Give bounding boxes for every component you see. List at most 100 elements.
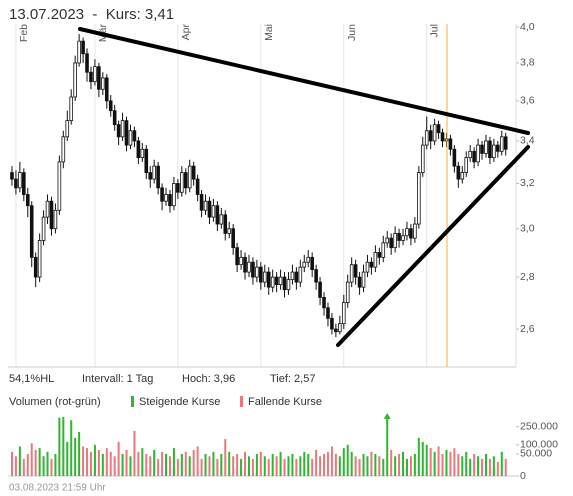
candle-body [405,228,409,237]
candle-body [22,172,26,195]
candle-body [290,271,295,280]
volume-bar [125,449,128,476]
volume-bar [168,456,171,476]
candle-body [476,144,480,163]
candle-body [191,165,196,180]
candle-body [144,148,149,173]
volume-bar [220,453,223,476]
candle-body [219,214,224,225]
y-tick-label: 3,4 [520,135,535,147]
y-tick-label: 3,8 [520,57,535,69]
candle-body [282,276,287,291]
volume-bar [74,437,77,476]
candle-body [152,165,156,180]
volume-bar [421,441,424,476]
volume-bar [319,456,322,476]
volume-bar [172,448,175,476]
volume-bar [263,456,266,476]
volume-bar [216,458,219,476]
candle-body [389,237,393,249]
candle-body [349,264,354,283]
candle-body [456,165,461,180]
volume-bar [283,458,286,476]
y-tick-label: 3,6 [520,95,535,107]
volume-bar [433,451,436,476]
volume-bar [330,446,333,476]
candle-body [120,120,125,138]
candle-body [353,264,358,278]
candle-body [393,232,397,249]
volume-bar [117,441,120,476]
candle-body [444,138,449,142]
candle-body [187,165,192,189]
volume-bar [109,451,112,476]
candles-layer [10,34,508,338]
volume-bar [457,453,460,476]
volume-bar [165,453,168,476]
volume-bar [342,448,345,476]
volume-bar [425,444,428,476]
volume-bar [374,453,377,476]
candle-body [108,100,113,112]
candle-body [85,53,89,73]
x-tick-label: Apr [180,24,192,41]
volume-bar [89,451,92,476]
volume-bar [346,444,349,476]
volume-bar [58,417,61,476]
volume-bar [437,446,440,476]
candle-body [306,256,311,263]
volume-bar [62,416,65,476]
volume-bar [500,451,503,476]
candle-body [484,140,488,154]
volume-bar [240,458,243,476]
candle-body [81,40,85,55]
volume-bar [449,451,452,476]
volume-bar [287,456,290,476]
candle-body [211,205,216,218]
volume-bar [307,453,310,476]
y-tick-label: 2,8 [520,271,535,283]
volume-bar [378,456,381,476]
candle-body [73,62,77,98]
volume-bar [22,458,25,476]
candle-body [243,256,247,273]
candle-body [77,40,81,64]
candle-body [183,172,188,189]
candle-body [156,165,160,189]
candle-body [116,124,121,138]
candle-body [112,110,117,126]
header: 13.07.2023 - Kurs: 3,41 [9,6,174,23]
volume-bar [176,458,179,476]
legend-label: Fallende Kurse [248,396,322,408]
volume-bar [38,448,41,476]
volume-bar [244,451,247,476]
volume-bar [366,456,369,476]
candle-body [176,183,180,193]
volume-bar [398,453,401,476]
candle-body [140,148,145,159]
volume-bar [212,451,215,476]
candle-body [377,252,382,258]
y-tick-label: 4,0 [520,21,535,33]
candle-body [436,124,441,134]
overflow-arrow [383,413,391,419]
candle-body [278,276,283,286]
volume-bar [129,456,132,476]
candle-body [417,172,421,225]
volume-bar [200,458,203,476]
candle-body [195,178,200,195]
volume-bar [145,453,148,476]
volume-tick-label: 250.000 [520,420,558,432]
candle-body [101,77,105,90]
y-tick-label: 3,0 [520,222,535,234]
volume-bar [504,458,507,476]
volume-bar [208,456,211,476]
volume-bar [42,456,45,476]
volume-bar [271,453,274,476]
volume-bar [409,456,412,476]
candle-body [89,71,93,83]
y-tick-label: 2,6 [520,323,535,335]
candle-body [262,271,267,283]
candle-body [357,276,362,288]
